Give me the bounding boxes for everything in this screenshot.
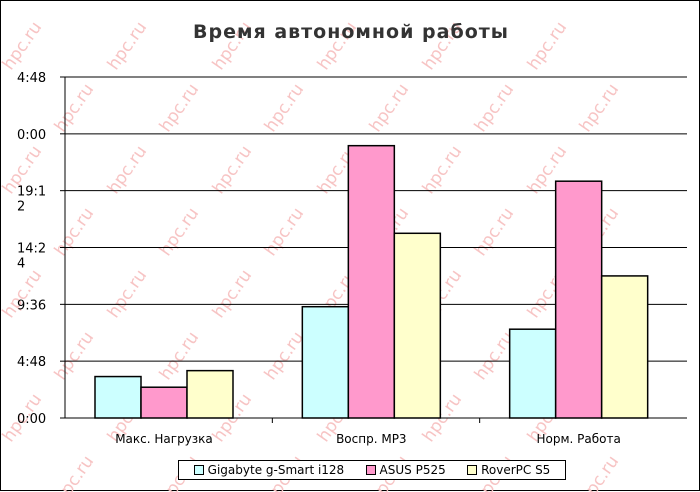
y-tick-label-3: 14:2 4 — [17, 242, 46, 272]
y-tick-label-5: 0:00 — [17, 128, 46, 143]
legend-label-2: RoverPC S5 — [481, 463, 551, 477]
legend-item-2: RoverPC S5 — [467, 463, 550, 477]
watermark-11: hpc.ru — [576, 80, 623, 136]
bar-1-2 — [393, 232, 442, 419]
legend: Gigabyte g-Smart i128 ASUS P525 RoverPC S5 — [178, 460, 566, 480]
legend-swatch-2 — [467, 465, 478, 475]
x-category-label-1: Воспр. MP3 — [336, 432, 407, 446]
watermark-8: hpc.ru — [261, 80, 308, 136]
bar-1-0 — [301, 305, 350, 419]
bar-1-1 — [347, 144, 396, 419]
watermark-25: hpc.ru — [104, 266, 151, 322]
bar-2-1 — [554, 180, 603, 419]
y-ticks: 0:00 4:48 9:36 14:2 4 19:1 2 0:00 4:48 — [17, 71, 65, 427]
y-tick-label-2: 9:36 — [17, 298, 46, 313]
bar-0-0 — [94, 375, 142, 419]
watermark-22: hpc.ru — [471, 204, 518, 260]
legend-swatch-0 — [193, 465, 204, 475]
watermark-14: hpc.ru — [209, 142, 256, 198]
legend-swatch-1 — [365, 465, 376, 475]
watermark-19: hpc.ru — [156, 204, 203, 260]
watermark-47: hpc.ru — [576, 452, 623, 492]
legend-label-1: ASUS P525 — [379, 463, 446, 477]
watermark-32: hpc.ru — [261, 328, 308, 384]
y-tick-label-6: 4:48 — [17, 71, 46, 86]
watermark-7: hpc.ru — [156, 80, 203, 136]
watermark-layer: hpc.ru hpc.ru hpc.ru hpc.ru hpc.ru hpc.ruhpc.… — [1, 18, 623, 492]
watermark-9: hpc.ru — [366, 80, 413, 136]
bar-0-1 — [140, 386, 188, 419]
y-tick-label-1: 4:48 — [17, 355, 46, 370]
x-category-label-2: Норм. Работа — [536, 432, 620, 446]
watermark-18: hpc.ru — [51, 204, 98, 260]
watermark-20: hpc.ru — [261, 204, 308, 260]
bar-2-2 — [600, 275, 649, 419]
legend-label-0: Gigabyte g-Smart i128 — [207, 463, 345, 477]
chart-title: Время автономной работы — [193, 21, 509, 43]
x-categories: Макс. Нагрузка Воспр. MP3 Норм. Работа — [115, 432, 621, 446]
bars — [94, 144, 649, 419]
legend-item-1: ASUS P525 — [365, 463, 446, 477]
legend-item-0: Gigabyte g-Smart i128 — [193, 463, 345, 477]
x-category-label-0: Макс. Нагрузка — [115, 432, 213, 446]
watermark-13: hpc.ru — [104, 142, 151, 198]
watermark-30: hpc.ru — [51, 328, 98, 384]
watermark-6: hpc.ru — [51, 80, 98, 136]
watermark-10: hpc.ru — [471, 80, 518, 136]
bar-0-2 — [186, 369, 234, 419]
y-tick-label-4: 19:1 2 — [17, 185, 46, 215]
watermark-42: hpc.ru — [51, 452, 98, 492]
watermark-26: hpc.ru — [209, 266, 256, 322]
y-tick-label-0: 0:00 — [17, 412, 46, 427]
bar-2-0 — [508, 328, 557, 419]
watermark-24: hpc.ru — [1, 266, 46, 322]
watermark-16: hpc.ru — [419, 142, 466, 198]
